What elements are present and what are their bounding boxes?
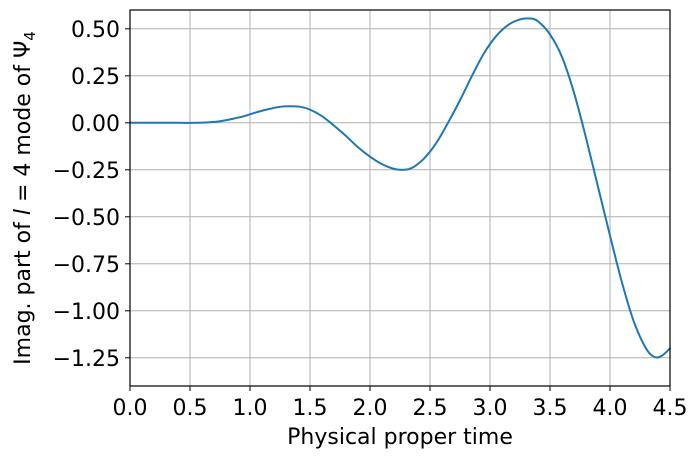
- x-tick-label: 1.5: [293, 396, 328, 421]
- y-axis-label-l-value: = 4 mode of: [11, 58, 36, 209]
- x-tick-label: 1.0: [233, 396, 268, 421]
- x-tick-label: 4.0: [593, 396, 628, 421]
- ticks: 0.0 0.5 1.0 1.5 2.0 2.5 3.0 3.5 4.0 4.5 0.50 0.25 0.…: [53, 18, 688, 421]
- y-tick-label: 0.25: [71, 65, 120, 90]
- y-axis-label-psi-subscript: 4: [21, 31, 39, 41]
- y-axis-label-l-symbol: l: [11, 209, 36, 215]
- y-tick-label: −0.25: [53, 159, 120, 184]
- y-tick-label: −1.25: [53, 347, 120, 372]
- x-tick-label: 2.0: [353, 396, 388, 421]
- x-tick-label: 4.5: [653, 396, 688, 421]
- x-tick-label: 0.5: [173, 396, 208, 421]
- x-tick-label: 3.5: [533, 396, 568, 421]
- y-tick-label: 0.00: [71, 112, 120, 137]
- x-tick-label: 3.0: [473, 396, 508, 421]
- y-tick-label: −1.00: [53, 300, 120, 325]
- x-axis-label: Physical proper time: [287, 425, 513, 450]
- y-tick-label: −0.50: [53, 206, 120, 231]
- series-line: [129, 17, 671, 359]
- grid: [129, 10, 671, 386]
- y-axis-label: Imag. part of l = 4 mode of Ψ4: [11, 31, 39, 365]
- y-tick-label: −0.75: [53, 253, 120, 278]
- x-tick-label: 2.5: [413, 396, 448, 421]
- x-tick-label: 0.0: [113, 396, 148, 421]
- y-axis-label-prefix: Imag. part of: [11, 215, 36, 365]
- y-axis-label-psi: Ψ: [11, 41, 36, 58]
- plot-frame: [129, 9, 671, 387]
- series-layer: [129, 17, 671, 359]
- y-tick-label: 0.50: [71, 18, 120, 43]
